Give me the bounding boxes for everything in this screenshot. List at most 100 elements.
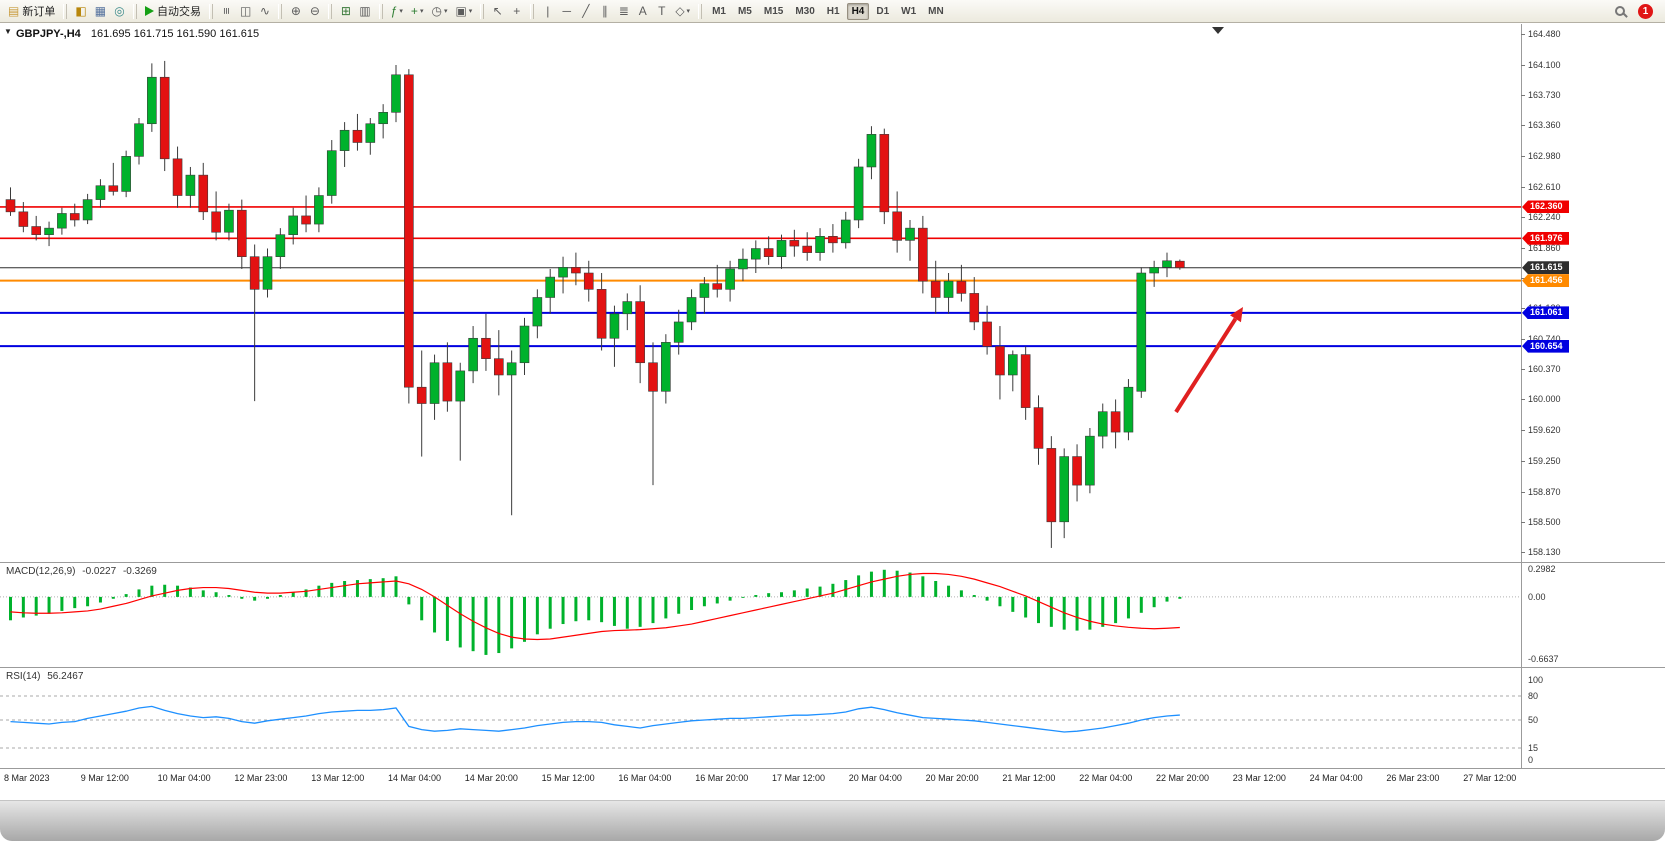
- candle: [211, 211, 221, 233]
- candle: [905, 227, 915, 241]
- candle: [1149, 267, 1159, 274]
- candle: [789, 240, 800, 247]
- rsi-indicator-panel[interactable]: [0, 668, 1521, 768]
- trendline-icon[interactable]: ╱: [576, 2, 595, 21]
- candle: [493, 358, 504, 376]
- candle: [1162, 260, 1172, 268]
- fibonacci-icon[interactable]: ≣: [614, 2, 633, 21]
- timeframe-mn[interactable]: MN: [928, 5, 944, 17]
- line-chart-icon[interactable]: ∿: [255, 2, 274, 21]
- panel-separator[interactable]: [0, 562, 1665, 563]
- price-tag-161.061: 161.061: [1522, 306, 1569, 320]
- candle: [1072, 456, 1082, 486]
- market-watch-icon[interactable]: ▦: [91, 2, 110, 21]
- equidistant-channel-icon[interactable]: ∥: [595, 2, 614, 21]
- candle: [583, 272, 594, 290]
- x-axis-label: 23 Mar 12:00: [1232, 773, 1286, 783]
- candle: [969, 293, 980, 323]
- chart-shift-marker[interactable]: [1212, 27, 1224, 34]
- timeframe-h4[interactable]: H4: [846, 2, 870, 20]
- x-axis-label: 14 Mar 04:00: [388, 773, 442, 783]
- rsi-label: RSI(14): [6, 671, 41, 682]
- navigator-icon[interactable]: ◎: [110, 2, 129, 21]
- candle: [840, 219, 851, 244]
- charts-icon[interactable]: ◧: [71, 2, 90, 21]
- candle: [262, 256, 273, 290]
- candle: [365, 123, 376, 143]
- new-chart-icon[interactable]: ⊞: [336, 2, 355, 21]
- x-axis-label: 24 Mar 04:00: [1309, 773, 1363, 783]
- chevron-down-icon: ▾: [686, 8, 691, 15]
- template-icon-glyph: ▣: [455, 4, 467, 18]
- trend-arrow[interactable]: [1174, 317, 1238, 414]
- search-icon: [1614, 6, 1625, 16]
- timeframe-w1[interactable]: W1: [901, 5, 917, 17]
- timeframe-m1[interactable]: M1: [712, 5, 726, 17]
- candle: [661, 342, 671, 392]
- search-button[interactable]: [1610, 2, 1629, 21]
- x-axis-label: 26 Mar 23:00: [1386, 773, 1440, 783]
- macd-axis-label: -0.6637: [1528, 654, 1559, 664]
- vertical-line-icon[interactable]: |: [538, 2, 557, 21]
- candle: [1097, 411, 1108, 437]
- candle: [943, 280, 954, 298]
- x-axis-label: 20 Mar 20:00: [925, 773, 979, 783]
- x-axis-label: 21 Mar 12:00: [1002, 773, 1056, 783]
- add-object-icon[interactable]: + ▾: [407, 2, 428, 21]
- y-axis-label: 160.740: [1528, 334, 1561, 345]
- rsi-title: RSI(14) 56.2467: [6, 671, 87, 682]
- panel-separator[interactable]: [0, 667, 1665, 668]
- rsi-axis-label: 50: [1528, 715, 1539, 725]
- toolbar-grip: [480, 3, 485, 19]
- timeframe-m30[interactable]: M30: [795, 5, 815, 17]
- price-axis[interactable]: 164.480 164.100 163.730 163.360 162.980 162.6…: [1521, 24, 1665, 768]
- y-axis-tickmark: [1521, 277, 1525, 279]
- y-axis-tickmark: [1521, 186, 1525, 188]
- chevron-down-icon: ▾: [399, 8, 403, 15]
- line-chart-icon-glyph: ∿: [259, 4, 270, 18]
- text-icon[interactable]: A: [633, 2, 652, 21]
- auto-trading-button-label: 自动交易: [157, 6, 202, 18]
- y-axis-label: 158.130: [1528, 547, 1561, 557]
- y-axis-label: 162.240: [1528, 211, 1561, 222]
- price-chart[interactable]: [0, 24, 1521, 562]
- y-axis-label: 164.480: [1528, 29, 1561, 39]
- candle: [429, 362, 440, 404]
- candle: [506, 362, 517, 376]
- zoom-in-icon[interactable]: ⊕: [286, 2, 305, 21]
- candle: [1020, 354, 1031, 408]
- shapes-icon[interactable]: ◇ ▾: [671, 2, 694, 21]
- text-label-icon-glyph: T: [658, 4, 666, 18]
- timeframe-h1[interactable]: H1: [826, 5, 840, 17]
- candlestick-chart-icon[interactable]: ◫: [236, 2, 255, 21]
- toolbar-grip: [278, 3, 283, 19]
- price-tag-161.976: 161.976: [1522, 231, 1569, 245]
- template-icon[interactable]: ▣ ▾: [451, 2, 476, 21]
- toolbar-grip: [378, 3, 383, 19]
- chart-profiles-icon[interactable]: ▥: [355, 2, 374, 21]
- timeframe-d1[interactable]: D1: [876, 5, 890, 17]
- timeframe-m15[interactable]: M15: [763, 5, 784, 17]
- text-label-icon[interactable]: T: [652, 2, 671, 21]
- cursor-icon[interactable]: ↖: [488, 2, 507, 21]
- candle: [1136, 272, 1147, 392]
- x-axis-label: 9 Mar 12:00: [80, 773, 129, 783]
- time-axis[interactable]: 8 Mar 2023 9 Mar 12:00 10 Mar 04:00 12 Mar …: [0, 768, 1665, 800]
- macd-indicator-panel[interactable]: [0, 563, 1521, 667]
- new-order-button[interactable]: ▤ 新订单: [4, 2, 59, 21]
- auto-trading-button[interactable]: 自动交易: [141, 2, 205, 21]
- indicators-icon[interactable]: ƒ ▾: [387, 2, 407, 21]
- candle: [57, 213, 67, 229]
- period-icon[interactable]: ◷ ▾: [427, 2, 451, 21]
- symbol-period-label: GBPJPY-,H4: [16, 28, 81, 40]
- zoom-out-icon[interactable]: ⊖: [305, 2, 324, 21]
- x-axis-label: 20 Mar 04:00: [848, 773, 902, 783]
- bar-chart-icon[interactable]: ≡: [217, 2, 236, 21]
- horizontal-line-icon[interactable]: ─: [557, 2, 576, 21]
- collapse-panel-icon[interactable]: ▼: [4, 27, 12, 36]
- fibonacci-icon-glyph: ≣: [618, 4, 629, 18]
- zoom-in-icon-glyph: ⊕: [290, 4, 301, 18]
- timeframe-m5[interactable]: M5: [737, 5, 752, 17]
- crosshair-icon[interactable]: +: [507, 2, 526, 21]
- notification-badge[interactable]: 1: [1638, 3, 1653, 19]
